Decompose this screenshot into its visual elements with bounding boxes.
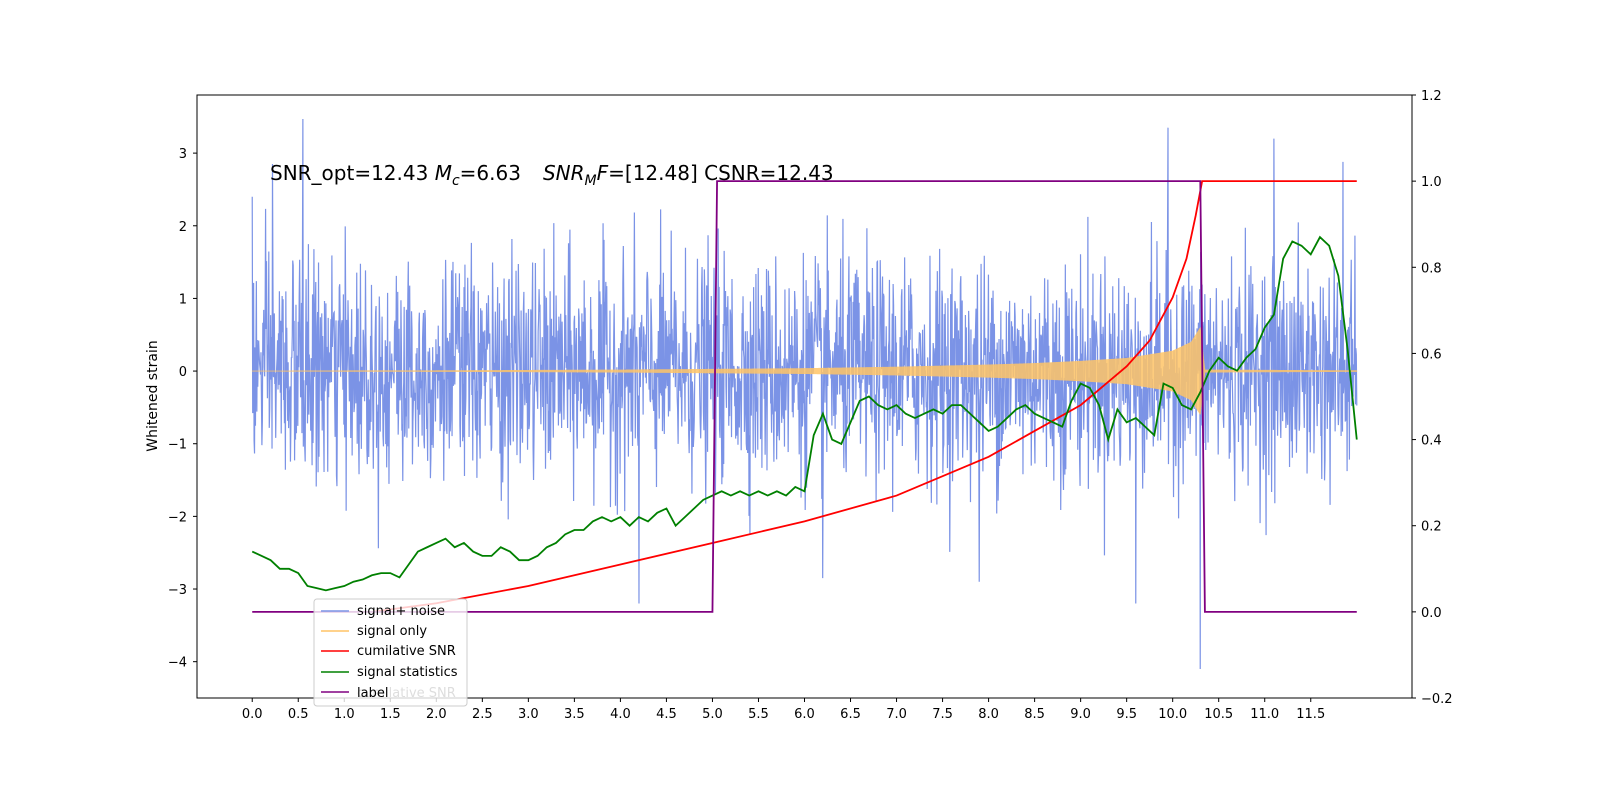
annotation-mc-symbol: M: [435, 161, 452, 185]
x-tick-label: 11.5: [1296, 707, 1325, 722]
y2-tick-label: 0.4: [1421, 434, 1442, 449]
x-tick-label: 7.0: [886, 707, 907, 722]
y2-tick-label: 0.0: [1421, 606, 1442, 621]
y-tick-label: 0: [179, 365, 187, 380]
legend-label-label: label: [357, 686, 388, 701]
y2-tick-label: 1.2: [1421, 89, 1442, 104]
x-tick-label: 10.5: [1204, 707, 1233, 722]
x-tick-label: 3.5: [564, 707, 585, 722]
y-tick-label: −4: [168, 656, 187, 671]
y-tick-label: −1: [168, 438, 187, 453]
legend-label-cumulative-snr: cumilative SNR: [357, 644, 456, 659]
x-tick-label: 5.0: [702, 707, 723, 722]
annotation-mc-subscript: c: [452, 173, 460, 189]
x-tick-label: 2.0: [426, 707, 447, 722]
x-tick-label: 7.5: [932, 707, 953, 722]
series-signal-statistics: [251, 235, 1358, 592]
legend-label-signal-statistics: signal statistics: [357, 665, 458, 680]
y2-tick-label: 0.6: [1421, 347, 1442, 362]
legend-label-signal-noise: signal+ noise: [357, 604, 445, 619]
annotation-snr-symbol: SNR: [543, 161, 585, 185]
x-tick-label: 6.0: [794, 707, 815, 722]
y2-tick-label: −0.2: [1421, 692, 1453, 707]
x-tick-label: 2.5: [472, 707, 493, 722]
legend-box: [313, 598, 468, 707]
x-tick-label: 8.0: [978, 707, 999, 722]
x-tick-label: 3.0: [518, 707, 539, 722]
snr-annotation: SNR_opt=12.43 Mc=6.63 SNRMF=[12.48] CSNR=…: [270, 161, 834, 189]
annotation-snr-value: =[12.48] CSNR=12.43: [608, 161, 834, 185]
x-tick-label: 9.0: [1070, 707, 1091, 722]
x-tick-label: 4.0: [610, 707, 631, 722]
annotation-snr-subscript: M: [585, 173, 597, 189]
annotation-snr-f: F: [597, 161, 609, 185]
annotation-mc-value: =6.63: [460, 161, 521, 185]
x-tick-label: 8.5: [1024, 707, 1045, 722]
series-signal-only: [251, 327, 1358, 415]
legend-ghost-text: cumilative SNR: [357, 686, 456, 701]
x-tick-label: 9.5: [1116, 707, 1137, 722]
y2-tick-label: 0.2: [1421, 520, 1442, 535]
x-tick-label: 5.5: [748, 707, 769, 722]
y2-tick-label: 0.8: [1421, 261, 1442, 276]
x-tick-label: 1.5: [380, 707, 401, 722]
y2-tick-label: 1.0: [1421, 175, 1442, 190]
y-tick-label: 3: [179, 147, 187, 162]
axes: 0.0 0.5 1.0 1.5 2.0 2.5 3.0 3.5 4.0 4.5 5.0 5.5 6.0 6…: [168, 89, 1453, 722]
x-tick-label: 6.5: [840, 707, 861, 722]
series-label: [252, 180, 1357, 613]
x-tick-label: 0.5: [288, 707, 309, 722]
y-tick-label: −2: [168, 510, 187, 525]
y-tick-label: −3: [168, 583, 187, 598]
x-tick-label: 1.0: [334, 707, 355, 722]
x-tick-label: 0.0: [242, 707, 263, 722]
x-tick-label: 11.0: [1250, 707, 1279, 722]
annotation-snr-opt: SNR_opt=12.43: [270, 161, 435, 185]
legend: cumilative SNR signal+ noise signal only…: [313, 598, 468, 707]
y-tick-label: 2: [179, 220, 187, 235]
legend-label-signal-only: signal only: [357, 624, 427, 639]
x-tick-label: 10.0: [1158, 707, 1187, 722]
plot-area: [251, 118, 1358, 669]
y-axis-label: Whitened strain: [145, 340, 161, 451]
series-cumilative-snr: [371, 180, 1357, 613]
x-tick-label: 4.5: [656, 707, 677, 722]
y-tick-label: 1: [179, 292, 187, 307]
